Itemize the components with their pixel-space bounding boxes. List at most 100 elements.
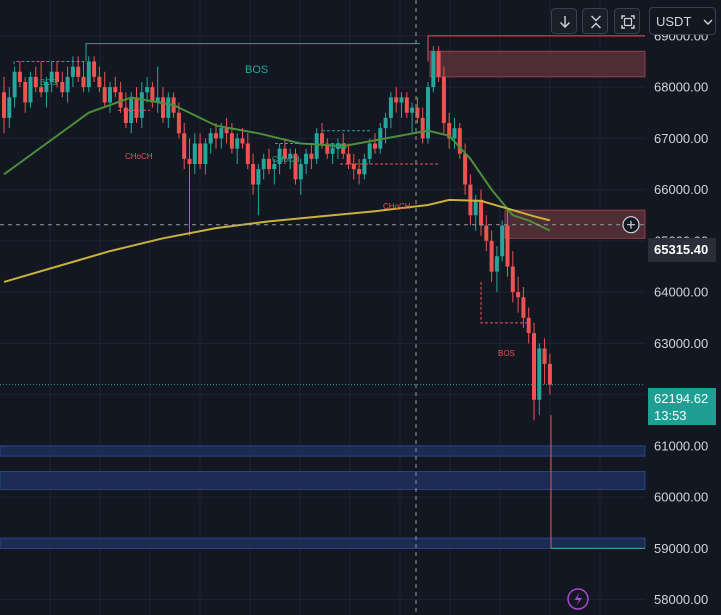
plus-icon	[627, 220, 635, 229]
fullscreen-button[interactable]	[614, 8, 640, 34]
demand-zone	[0, 537, 646, 549]
candle-body	[12, 71, 17, 98]
price-axis: 69000.0068000.0067000.0066000.0065000.00…	[654, 28, 708, 607]
lightning-bolt	[574, 592, 582, 606]
resistance-level-line	[427, 35, 645, 62]
candle-body	[484, 225, 489, 241]
candle-body	[150, 87, 155, 103]
candle-body	[362, 158, 367, 175]
scroll-down-button[interactable]	[551, 8, 577, 34]
candle-body	[351, 164, 356, 170]
candle-body	[388, 97, 393, 118]
candle-body	[267, 158, 271, 170]
candle-body	[182, 133, 187, 159]
candle-body	[447, 123, 452, 139]
candle-body	[240, 138, 245, 144]
candle-body	[383, 117, 388, 129]
candle-body	[102, 87, 107, 103]
candle-body	[373, 143, 377, 149]
crosshair-price-label: 65315.40	[648, 238, 716, 262]
candle-body	[537, 348, 542, 400]
candle-body	[187, 158, 192, 164]
candle-body	[452, 128, 457, 139]
candle-body	[17, 71, 22, 82]
structure-annotation: BOS	[245, 64, 268, 76]
levels-layer	[427, 35, 645, 549]
collapse-button[interactable]	[582, 8, 608, 34]
candle-body	[145, 87, 150, 93]
candle-body	[479, 199, 483, 226]
candle-body	[293, 153, 298, 180]
candle-body	[357, 169, 362, 175]
structure-annotation: BOS	[498, 349, 515, 358]
bos-line	[13, 61, 86, 65]
candle-body	[176, 112, 181, 134]
price-tick-label: 64000.00	[654, 285, 708, 300]
candle-body	[256, 169, 261, 185]
chart-grid	[0, 0, 645, 615]
candle-body	[251, 164, 256, 185]
candle-body	[304, 153, 309, 164]
candle-body	[516, 292, 521, 298]
candle-body	[325, 143, 330, 154]
candle-body	[113, 87, 118, 93]
price-tick-label: 61000.00	[654, 438, 708, 453]
candle-body	[505, 225, 510, 267]
candle-body	[420, 117, 425, 139]
crosshair-price-value: 65315.40	[654, 242, 709, 257]
candle-body	[542, 348, 547, 364]
candle-body	[282, 148, 287, 159]
candle-body	[394, 97, 399, 103]
price-tick-label: 59000.00	[654, 541, 708, 556]
candle-body	[86, 61, 91, 88]
price-tick-label: 63000.00	[654, 336, 708, 351]
price-tick-label: 58000.00	[654, 592, 708, 607]
currency-label: USDT	[656, 14, 692, 29]
candle-body	[55, 71, 59, 82]
collapse-icon	[591, 15, 601, 29]
candle-body	[97, 76, 102, 88]
structure-annotation: BOS	[40, 78, 57, 87]
ema-fast-line	[3, 96, 551, 232]
candle-body	[92, 61, 97, 77]
candle-body	[436, 51, 441, 77]
candle-body	[139, 92, 144, 118]
candles-layer	[2, 46, 552, 421]
candle-body	[426, 87, 430, 139]
candle-body	[118, 92, 123, 108]
candle-body	[314, 133, 319, 159]
lightning-icon	[567, 588, 589, 610]
candle-body	[155, 97, 160, 103]
candle-body	[473, 199, 478, 216]
candle-body	[23, 82, 28, 103]
candle-body	[203, 143, 208, 164]
candle-body	[81, 76, 86, 88]
candle-body	[7, 97, 12, 118]
candle-body	[457, 128, 462, 154]
candle-body	[219, 128, 224, 139]
candle-body	[166, 97, 171, 118]
candle-body	[399, 97, 404, 103]
last-price-value: 62194.62	[654, 391, 709, 406]
demand-zone	[0, 445, 646, 457]
crosshair-layer	[0, 0, 645, 615]
candle-body	[224, 128, 229, 134]
candle-body	[367, 143, 372, 159]
structure-annotation: CHoCH	[125, 152, 153, 161]
candle-body	[320, 133, 324, 144]
structure-annotation: CHoCH	[272, 155, 300, 164]
currency-select[interactable]: USDT	[649, 7, 716, 35]
candle-body	[208, 133, 213, 144]
candle-body	[192, 143, 197, 164]
candle-body	[76, 66, 81, 77]
candle-body	[521, 297, 526, 318]
candle-body	[526, 317, 531, 334]
arrow-down-icon	[560, 16, 570, 28]
last-price-label: 62194.62 13:53	[648, 388, 716, 425]
candle-body	[309, 153, 314, 159]
candle-body	[272, 164, 277, 170]
candle-body	[2, 92, 6, 118]
candle-body	[410, 107, 415, 113]
bos-line	[85, 43, 420, 62]
